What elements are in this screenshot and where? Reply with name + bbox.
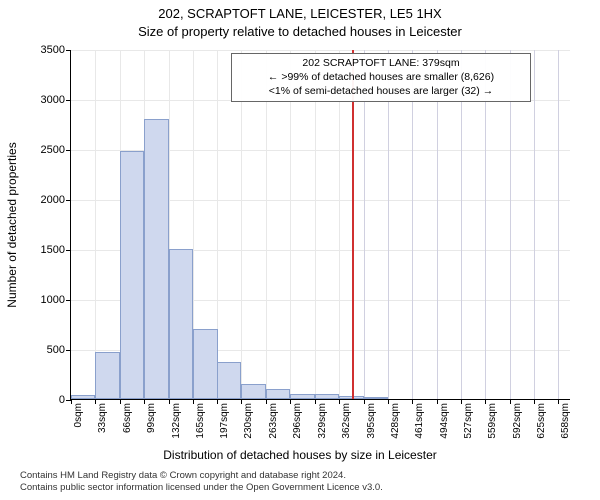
y-tick-label: 2000 xyxy=(25,194,65,206)
gridline-v xyxy=(510,50,511,399)
y-tick-mark xyxy=(66,50,71,51)
x-tick-label: 263sqm xyxy=(268,403,279,439)
x-tick-label: 527sqm xyxy=(463,403,474,439)
y-tick-label: 1000 xyxy=(25,294,65,306)
gridline-v xyxy=(364,50,365,399)
x-tick-label: 165sqm xyxy=(195,403,206,439)
x-tick-mark xyxy=(169,399,170,404)
y-tick-label: 1500 xyxy=(25,244,65,256)
x-tick-mark xyxy=(315,399,316,404)
x-tick-mark xyxy=(388,399,389,404)
y-tick-label: 500 xyxy=(25,344,65,356)
histogram-bar xyxy=(169,249,193,399)
gridline-v xyxy=(290,50,291,399)
gridline-h xyxy=(71,50,570,51)
x-tick-label: 329sqm xyxy=(317,403,328,439)
x-tick-label: 395sqm xyxy=(366,403,377,439)
histogram-bar xyxy=(364,397,388,399)
x-tick-label: 362sqm xyxy=(341,403,352,439)
footer-attribution: Contains HM Land Registry data © Crown c… xyxy=(20,470,383,494)
y-tick-mark xyxy=(66,100,71,101)
y-tick-label: 3000 xyxy=(25,94,65,106)
x-tick-mark xyxy=(339,399,340,404)
histogram-bar xyxy=(120,151,144,399)
annotation-line1: 202 SCRAPTOFT LANE: 379sqm xyxy=(236,56,526,70)
gridline-v xyxy=(461,50,462,399)
x-tick-label: 658sqm xyxy=(560,403,571,439)
histogram-bar xyxy=(290,394,314,399)
histogram-bar xyxy=(193,329,217,399)
footer-line1: Contains HM Land Registry data © Crown c… xyxy=(20,470,383,482)
gridline-v xyxy=(266,50,267,399)
x-tick-label: 0sqm xyxy=(73,403,84,427)
x-tick-mark xyxy=(266,399,267,404)
plot-area: 202 SCRAPTOFT LANE: 379sqm← >99% of deta… xyxy=(70,50,570,400)
x-tick-label: 461sqm xyxy=(414,403,425,439)
y-tick-label: 2500 xyxy=(25,144,65,156)
x-tick-mark xyxy=(71,399,72,404)
histogram-bar xyxy=(217,362,241,399)
x-tick-label: 592sqm xyxy=(512,403,523,439)
histogram-bar xyxy=(315,394,339,399)
x-tick-label: 494sqm xyxy=(439,403,450,439)
gridline-v xyxy=(95,50,96,399)
x-tick-mark xyxy=(534,399,535,404)
x-tick-mark xyxy=(485,399,486,404)
x-tick-mark xyxy=(217,399,218,404)
gridline-v xyxy=(437,50,438,399)
y-tick-label: 3500 xyxy=(25,44,65,56)
x-tick-label: 99sqm xyxy=(146,403,157,433)
x-tick-label: 230sqm xyxy=(243,403,254,439)
x-axis-label: Distribution of detached houses by size … xyxy=(0,448,600,462)
histogram-bar xyxy=(266,389,290,399)
y-tick-mark xyxy=(66,150,71,151)
x-tick-mark xyxy=(364,399,365,404)
histogram-bar xyxy=(95,352,119,399)
annotation-line3: <1% of semi-detached houses are larger (… xyxy=(236,84,526,98)
x-tick-mark xyxy=(437,399,438,404)
y-axis-label: Number of detached properties xyxy=(5,142,19,307)
annotation-line2: ← >99% of detached houses are smaller (8… xyxy=(236,70,526,84)
annotation-box: 202 SCRAPTOFT LANE: 379sqm← >99% of deta… xyxy=(231,53,531,102)
histogram-bar xyxy=(144,119,168,399)
x-tick-label: 66sqm xyxy=(122,403,133,433)
histogram-bar xyxy=(241,384,265,399)
x-tick-label: 428sqm xyxy=(390,403,401,439)
y-tick-mark xyxy=(66,250,71,251)
property-marker-line xyxy=(352,50,354,399)
gridline-v xyxy=(485,50,486,399)
y-tick-mark xyxy=(66,200,71,201)
x-tick-mark xyxy=(510,399,511,404)
x-tick-label: 33sqm xyxy=(97,403,108,433)
gridline-v xyxy=(558,50,559,399)
x-tick-label: 559sqm xyxy=(487,403,498,439)
x-tick-label: 197sqm xyxy=(219,403,230,439)
gridline-v xyxy=(534,50,535,399)
y-tick-mark xyxy=(66,300,71,301)
gridline-v xyxy=(339,50,340,399)
x-tick-label: 296sqm xyxy=(292,403,303,439)
chart-title-subtitle: Size of property relative to detached ho… xyxy=(0,24,600,39)
gridline-v xyxy=(315,50,316,399)
x-tick-mark xyxy=(120,399,121,404)
gridline-v xyxy=(241,50,242,399)
chart-title-address: 202, SCRAPTOFT LANE, LEICESTER, LE5 1HX xyxy=(0,6,600,21)
footer-line2: Contains public sector information licen… xyxy=(20,482,383,494)
histogram-bar xyxy=(71,395,95,399)
x-tick-label: 132sqm xyxy=(171,403,182,439)
gridline-v xyxy=(388,50,389,399)
gridline-v xyxy=(412,50,413,399)
x-tick-label: 625sqm xyxy=(536,403,547,439)
y-tick-label: 0 xyxy=(25,394,65,406)
y-tick-mark xyxy=(66,350,71,351)
